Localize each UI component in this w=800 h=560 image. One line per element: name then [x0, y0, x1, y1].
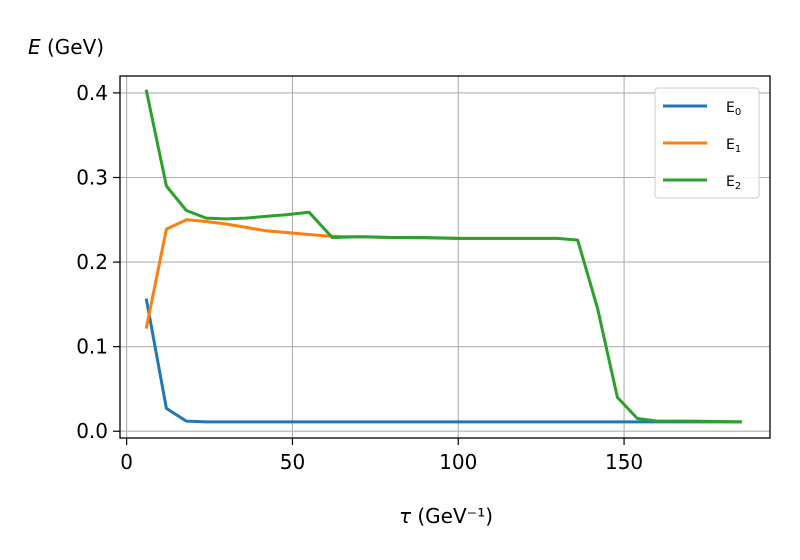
- x-axis-label: τ (GeV⁻¹): [399, 504, 493, 528]
- plot-frame: [119, 75, 771, 439]
- legend-label-e2: E2: [726, 174, 741, 192]
- legend-label-e0: E0: [726, 100, 741, 118]
- y-tick-label: 0.3: [76, 165, 108, 189]
- axis-ticks: 0 50 100 150 0.0 0.1 0.2 0.3 0.4: [76, 81, 643, 474]
- x-tick-label: 100: [439, 450, 477, 474]
- x-tick-label: 50: [280, 450, 305, 474]
- x-tick-label: 150: [605, 450, 643, 474]
- legend: E0 E1 E2: [654, 87, 760, 199]
- y-tick-label: 0.2: [76, 250, 108, 274]
- y-tick-label: 0.0: [76, 419, 108, 443]
- series-lines: [144, 89, 742, 424]
- y-tick-label: 0.1: [76, 335, 108, 359]
- y-tick-label: 0.4: [76, 81, 108, 105]
- x-tick-label: 0: [120, 450, 133, 474]
- y-axis-label: E (GeV): [28, 35, 104, 59]
- series-line-e0: [144, 298, 742, 424]
- legend-label-e1: E1: [726, 137, 741, 155]
- series-line-e2: [144, 89, 742, 424]
